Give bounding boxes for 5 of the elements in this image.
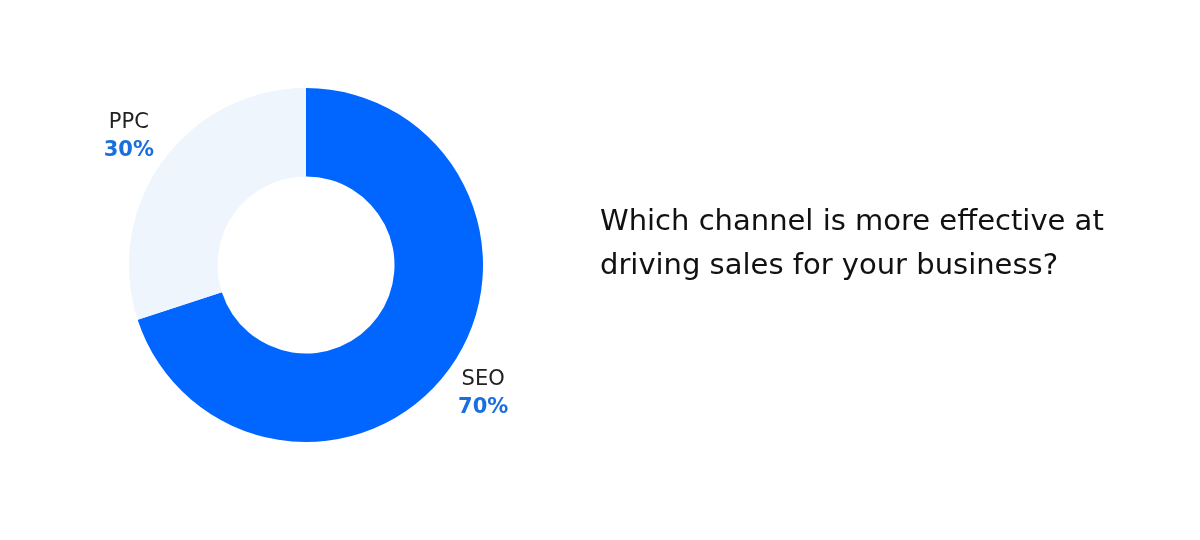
data-label: 30%	[103, 136, 154, 161]
text: Which channel is more effective at driving sales for your business?	[600, 202, 1105, 283]
slice-label: SEO	[461, 366, 505, 391]
slice-label: PPC	[108, 108, 149, 133]
data-label: 70%	[458, 394, 509, 419]
